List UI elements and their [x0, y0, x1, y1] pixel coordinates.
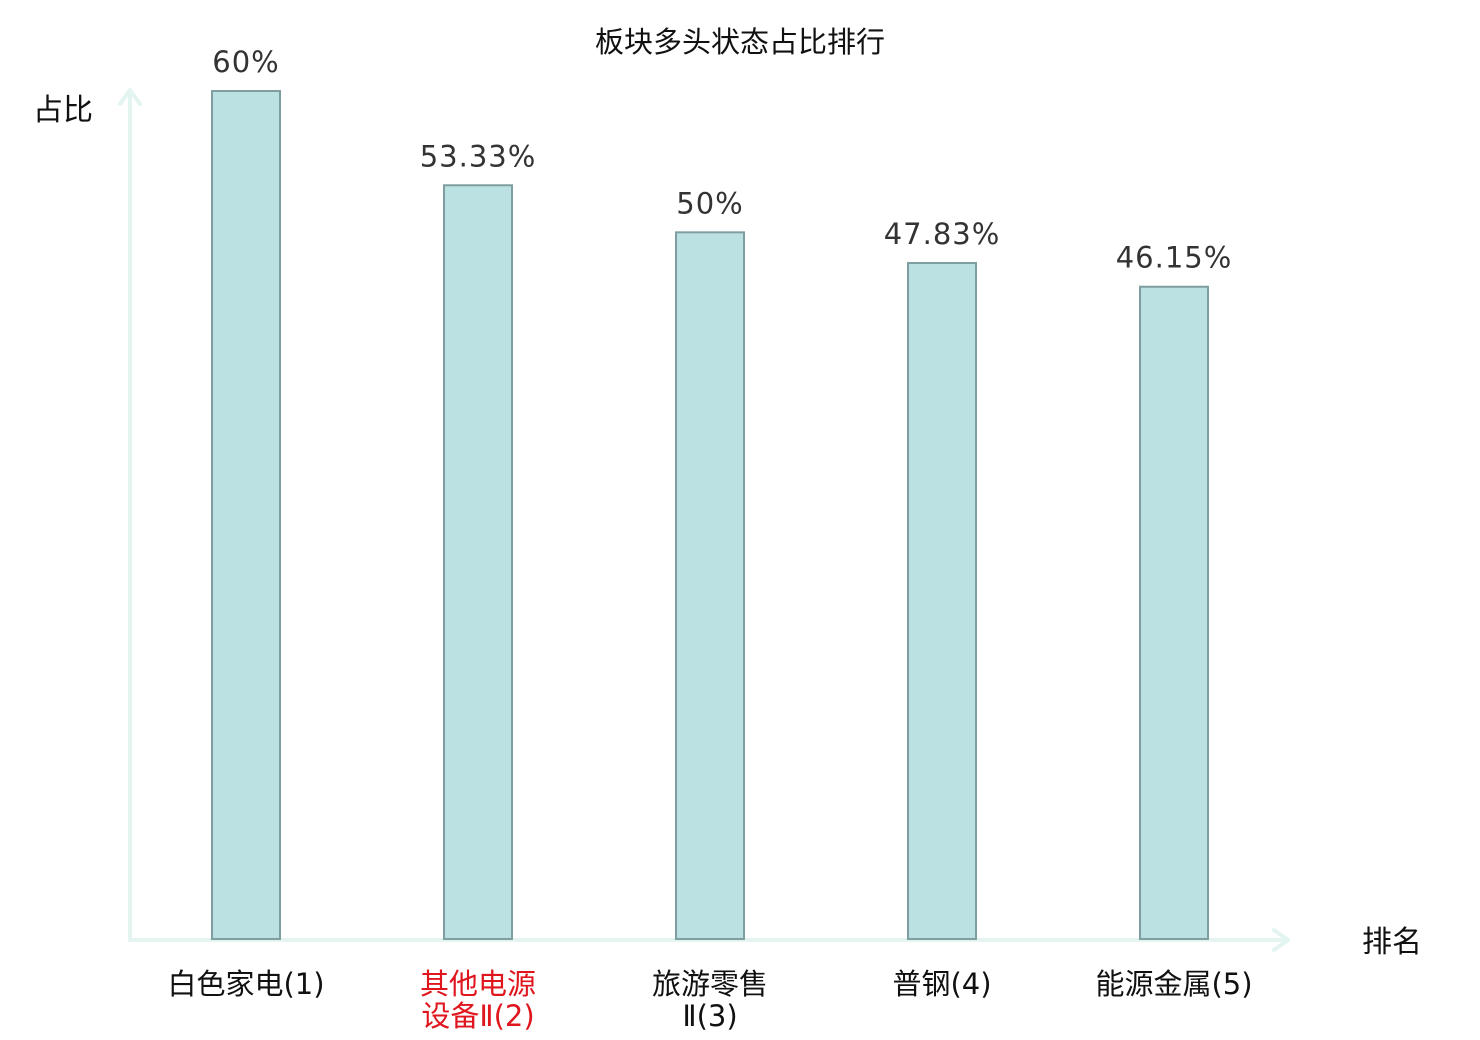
y-axis-label: 占比 [33, 93, 93, 128]
value-label-2: 53.33% [420, 139, 537, 173]
value-labels-group: 60% 53.33% 50% 47.83% 46.15% [212, 45, 1233, 275]
bar-4 [907, 262, 977, 940]
category-label-5: 能源金属(5) [1095, 967, 1252, 1001]
value-label-4: 47.83% [884, 217, 1001, 251]
value-label-3: 50% [676, 186, 743, 220]
value-label-1: 60% [212, 45, 279, 79]
bar-2 [443, 184, 513, 940]
category-label-1-line-1: 白色家电(1) [167, 967, 324, 1001]
category-label-2-line-2: 设备Ⅱ(2) [421, 999, 534, 1033]
category-label-2-line-1: 其他电源 [420, 967, 536, 1001]
category-label-4-line-1: 普钢(4) [892, 967, 991, 1001]
value-label-5: 46.15% [1116, 241, 1233, 275]
category-label-3-line-2: Ⅱ(3) [682, 999, 737, 1033]
category-label-4: 普钢(4) [892, 967, 991, 1001]
chart-title: 板块多头状态占比排行 [595, 25, 885, 59]
x-axis-label: 排名 [1362, 925, 1422, 960]
bars-group [211, 90, 1209, 941]
category-label-1: 白色家电(1) [167, 967, 324, 1001]
bar-5 [1139, 285, 1209, 941]
category-labels-group: 白色家电(1) 其他电源设备Ⅱ(2) 旅游零售 Ⅱ(3) 普钢(4) 能源金属(5) [167, 967, 1252, 1033]
y-axis-arrow [118, 88, 142, 106]
category-label-2: 其他电源设备Ⅱ(2) [420, 967, 536, 1033]
bar-3 [675, 231, 745, 941]
category-label-3: 旅游零售 Ⅱ(3) [652, 967, 768, 1033]
x-axis-arrow [1272, 928, 1290, 952]
bar-1 [211, 90, 281, 940]
category-label-3-line-1: 旅游零售 [652, 967, 768, 1001]
category-label-5-line-1: 能源金属(5) [1095, 967, 1252, 1001]
